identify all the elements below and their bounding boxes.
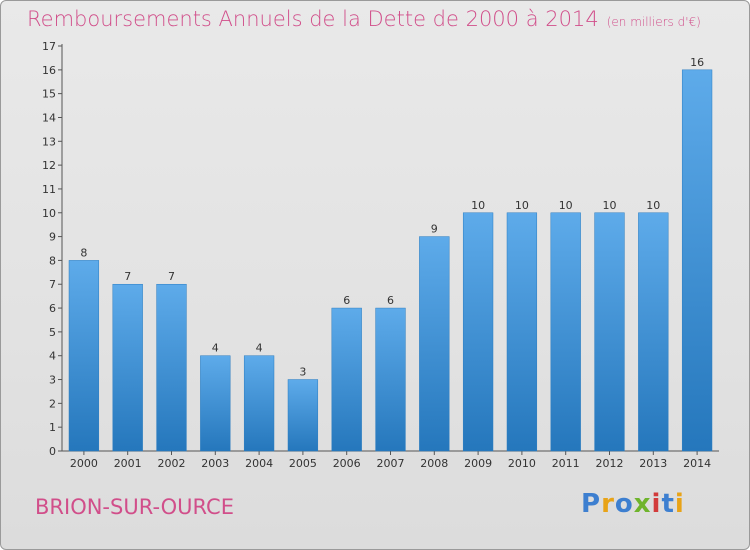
data-label-2011: 10 bbox=[559, 199, 573, 212]
x-tick-label-2005: 2005 bbox=[289, 457, 317, 470]
chart-subtitle: (en milliers d'€) bbox=[606, 15, 701, 29]
data-label-2002: 7 bbox=[168, 270, 175, 283]
y-tick-label: 5 bbox=[49, 326, 56, 339]
bar-2003 bbox=[200, 355, 231, 452]
data-label-2008: 9 bbox=[431, 223, 438, 236]
data-label-2010: 10 bbox=[515, 199, 529, 212]
y-tick-label: 7 bbox=[49, 278, 56, 291]
data-label-2009: 10 bbox=[471, 199, 485, 212]
bar-2005 bbox=[287, 379, 319, 452]
town-name: BRION-SUR-OURCE bbox=[35, 495, 234, 519]
logo-letter: x bbox=[633, 489, 652, 519]
y-tick-label: 4 bbox=[49, 350, 56, 363]
x-tick-label-2002: 2002 bbox=[158, 457, 186, 470]
data-label-2006: 6 bbox=[343, 294, 350, 307]
x-tick-label-2008: 2008 bbox=[420, 457, 448, 470]
chart-data-labels: 8 7 7 4 4 3 6 6 9 10 10 10 10 10 16 bbox=[80, 56, 704, 379]
bar-2004 bbox=[243, 355, 275, 452]
y-tick-label: 3 bbox=[49, 374, 56, 387]
logo-letter: i bbox=[651, 489, 662, 519]
y-tick-label: 1 bbox=[49, 421, 56, 434]
bar-2014 bbox=[681, 69, 713, 452]
bar-2001 bbox=[112, 283, 143, 452]
x-tick-label-2013: 2013 bbox=[639, 457, 667, 470]
y-tick-label: 17 bbox=[42, 40, 56, 53]
bar-2009 bbox=[462, 212, 494, 452]
chart-title-text: Remboursements Annuels de la Dette de 20… bbox=[27, 7, 599, 31]
y-tick-label: 10 bbox=[42, 207, 56, 220]
y-tick-label: 16 bbox=[42, 64, 56, 77]
y-tick-label: 9 bbox=[49, 231, 56, 244]
y-tick-label: 11 bbox=[42, 183, 56, 196]
data-label-2000: 8 bbox=[80, 246, 87, 259]
data-label-2004: 4 bbox=[256, 342, 263, 355]
y-tick-label: 13 bbox=[42, 135, 56, 148]
x-tick-label-2014: 2014 bbox=[683, 457, 711, 470]
y-tick-label: 2 bbox=[49, 397, 56, 410]
bar-2013 bbox=[638, 212, 669, 452]
data-label-2003: 4 bbox=[212, 342, 219, 355]
x-tick-label-2001: 2001 bbox=[114, 457, 142, 470]
x-tick-label-2009: 2009 bbox=[464, 457, 492, 470]
logo-letter: o bbox=[614, 489, 634, 519]
chart-title: Remboursements Annuels de la Dette de 20… bbox=[27, 7, 701, 31]
bar-2008 bbox=[419, 236, 450, 452]
x-tick-label-2010: 2010 bbox=[508, 457, 536, 470]
y-tick-label: 15 bbox=[42, 88, 56, 101]
y-tick-label: 14 bbox=[42, 111, 56, 124]
data-label-2013: 10 bbox=[646, 199, 660, 212]
y-tick-label: 6 bbox=[49, 302, 56, 315]
logo-letter: r bbox=[601, 489, 615, 519]
bar-2007 bbox=[375, 307, 406, 452]
bar-2011 bbox=[550, 212, 581, 452]
logo-letter: P bbox=[581, 489, 602, 519]
proxiti-logo: Proxiti bbox=[581, 489, 685, 519]
y-tick-label: 8 bbox=[49, 254, 56, 267]
data-label-2014: 16 bbox=[690, 56, 704, 69]
x-tick-label-2003: 2003 bbox=[201, 457, 229, 470]
data-label-2012: 10 bbox=[603, 199, 617, 212]
x-tick-label-2004: 2004 bbox=[245, 457, 273, 470]
y-tick-label: 12 bbox=[42, 159, 56, 172]
x-tick-label-2012: 2012 bbox=[596, 457, 624, 470]
logo-letter: i bbox=[674, 489, 685, 519]
bar-2010 bbox=[506, 212, 538, 452]
logo-letter: t bbox=[661, 489, 675, 519]
bar-2002 bbox=[156, 283, 187, 452]
data-label-2007: 6 bbox=[387, 294, 394, 307]
x-tick-label-2011: 2011 bbox=[552, 457, 580, 470]
data-label-2005: 3 bbox=[299, 366, 306, 379]
bar-2000 bbox=[68, 260, 100, 452]
x-tick-label-2006: 2006 bbox=[333, 457, 361, 470]
chart-bars bbox=[68, 69, 713, 452]
bar-2006 bbox=[331, 307, 362, 452]
x-tick-label-2000: 2000 bbox=[70, 457, 98, 470]
x-tick-label-2007: 2007 bbox=[377, 457, 405, 470]
bar-2012 bbox=[594, 212, 625, 452]
y-tick-label: 0 bbox=[49, 445, 56, 458]
data-label-2001: 7 bbox=[124, 270, 131, 283]
